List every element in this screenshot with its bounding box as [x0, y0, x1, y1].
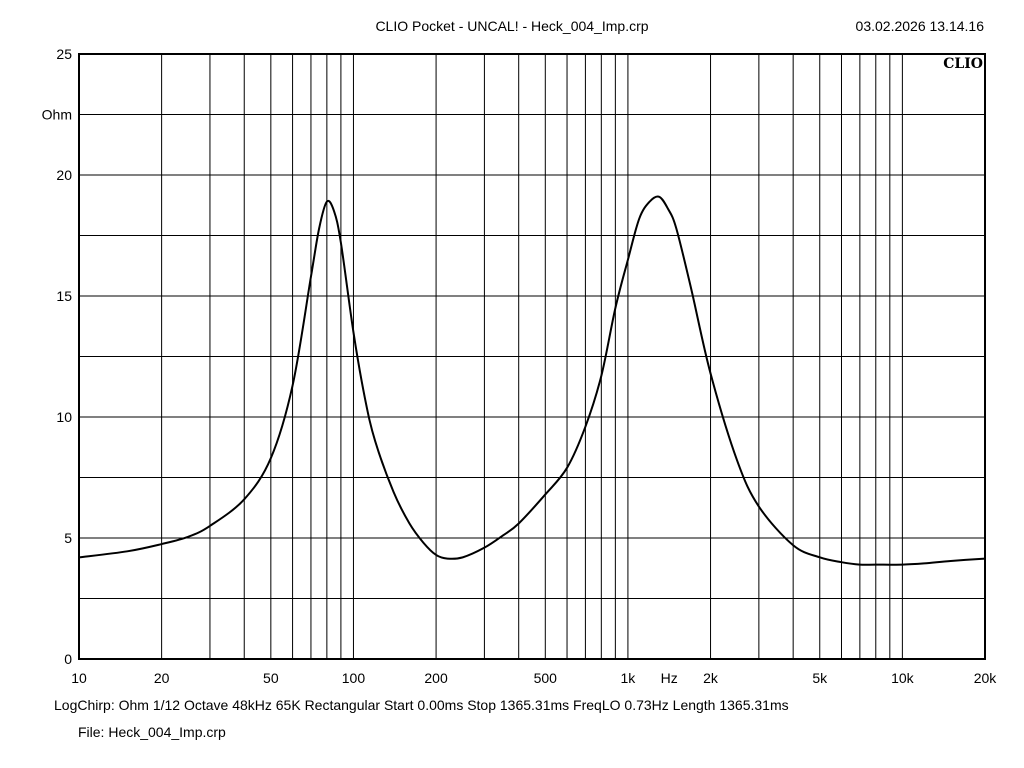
chart-title: CLIO Pocket - UNCAL! - Heck_004_Imp.crp — [375, 18, 649, 34]
x-tick-label: 20 — [154, 670, 170, 686]
y-axis-label: Ohm — [42, 107, 72, 123]
plot-frame — [78, 53, 986, 660]
y-tick-label: 20 — [56, 167, 72, 183]
tick-labels: 0 5 10 15 20 25 Ohm 10 20 50 100 200 500 1k 2k 5k 10k 20k… — [42, 46, 998, 686]
x-tick-label: 50 — [263, 670, 279, 686]
x-tick-label: 20k — [974, 670, 998, 686]
clio-logo: CLIO — [943, 56, 983, 72]
x-tick-label: 1k — [621, 670, 637, 686]
file-name: File: Heck_004_Imp.crp — [78, 724, 226, 740]
grid-lines — [79, 54, 985, 659]
x-tick-label: 10 — [71, 670, 87, 686]
x-tick-label: 5k — [812, 670, 828, 686]
y-tick-label: 10 — [56, 409, 72, 425]
timestamp: 03.02.2026 13.14.16 — [855, 18, 984, 34]
y-tick-label: 0 — [64, 651, 72, 667]
y-tick-label: 15 — [56, 288, 72, 304]
y-tick-label: 25 — [56, 46, 72, 62]
impedance-curve — [78, 195, 986, 566]
x-tick-label: 200 — [424, 670, 448, 686]
x-axis-label: Hz — [661, 670, 678, 686]
x-tick-label: 500 — [534, 670, 558, 686]
x-tick-label: 10k — [891, 670, 915, 686]
x-tick-label: 100 — [342, 670, 366, 686]
measurement-info: LogChirp: Ohm 1/12 Octave 48kHz 65K Rect… — [54, 697, 789, 713]
y-tick-label: 5 — [64, 530, 72, 546]
x-tick-label: 2k — [703, 670, 719, 686]
